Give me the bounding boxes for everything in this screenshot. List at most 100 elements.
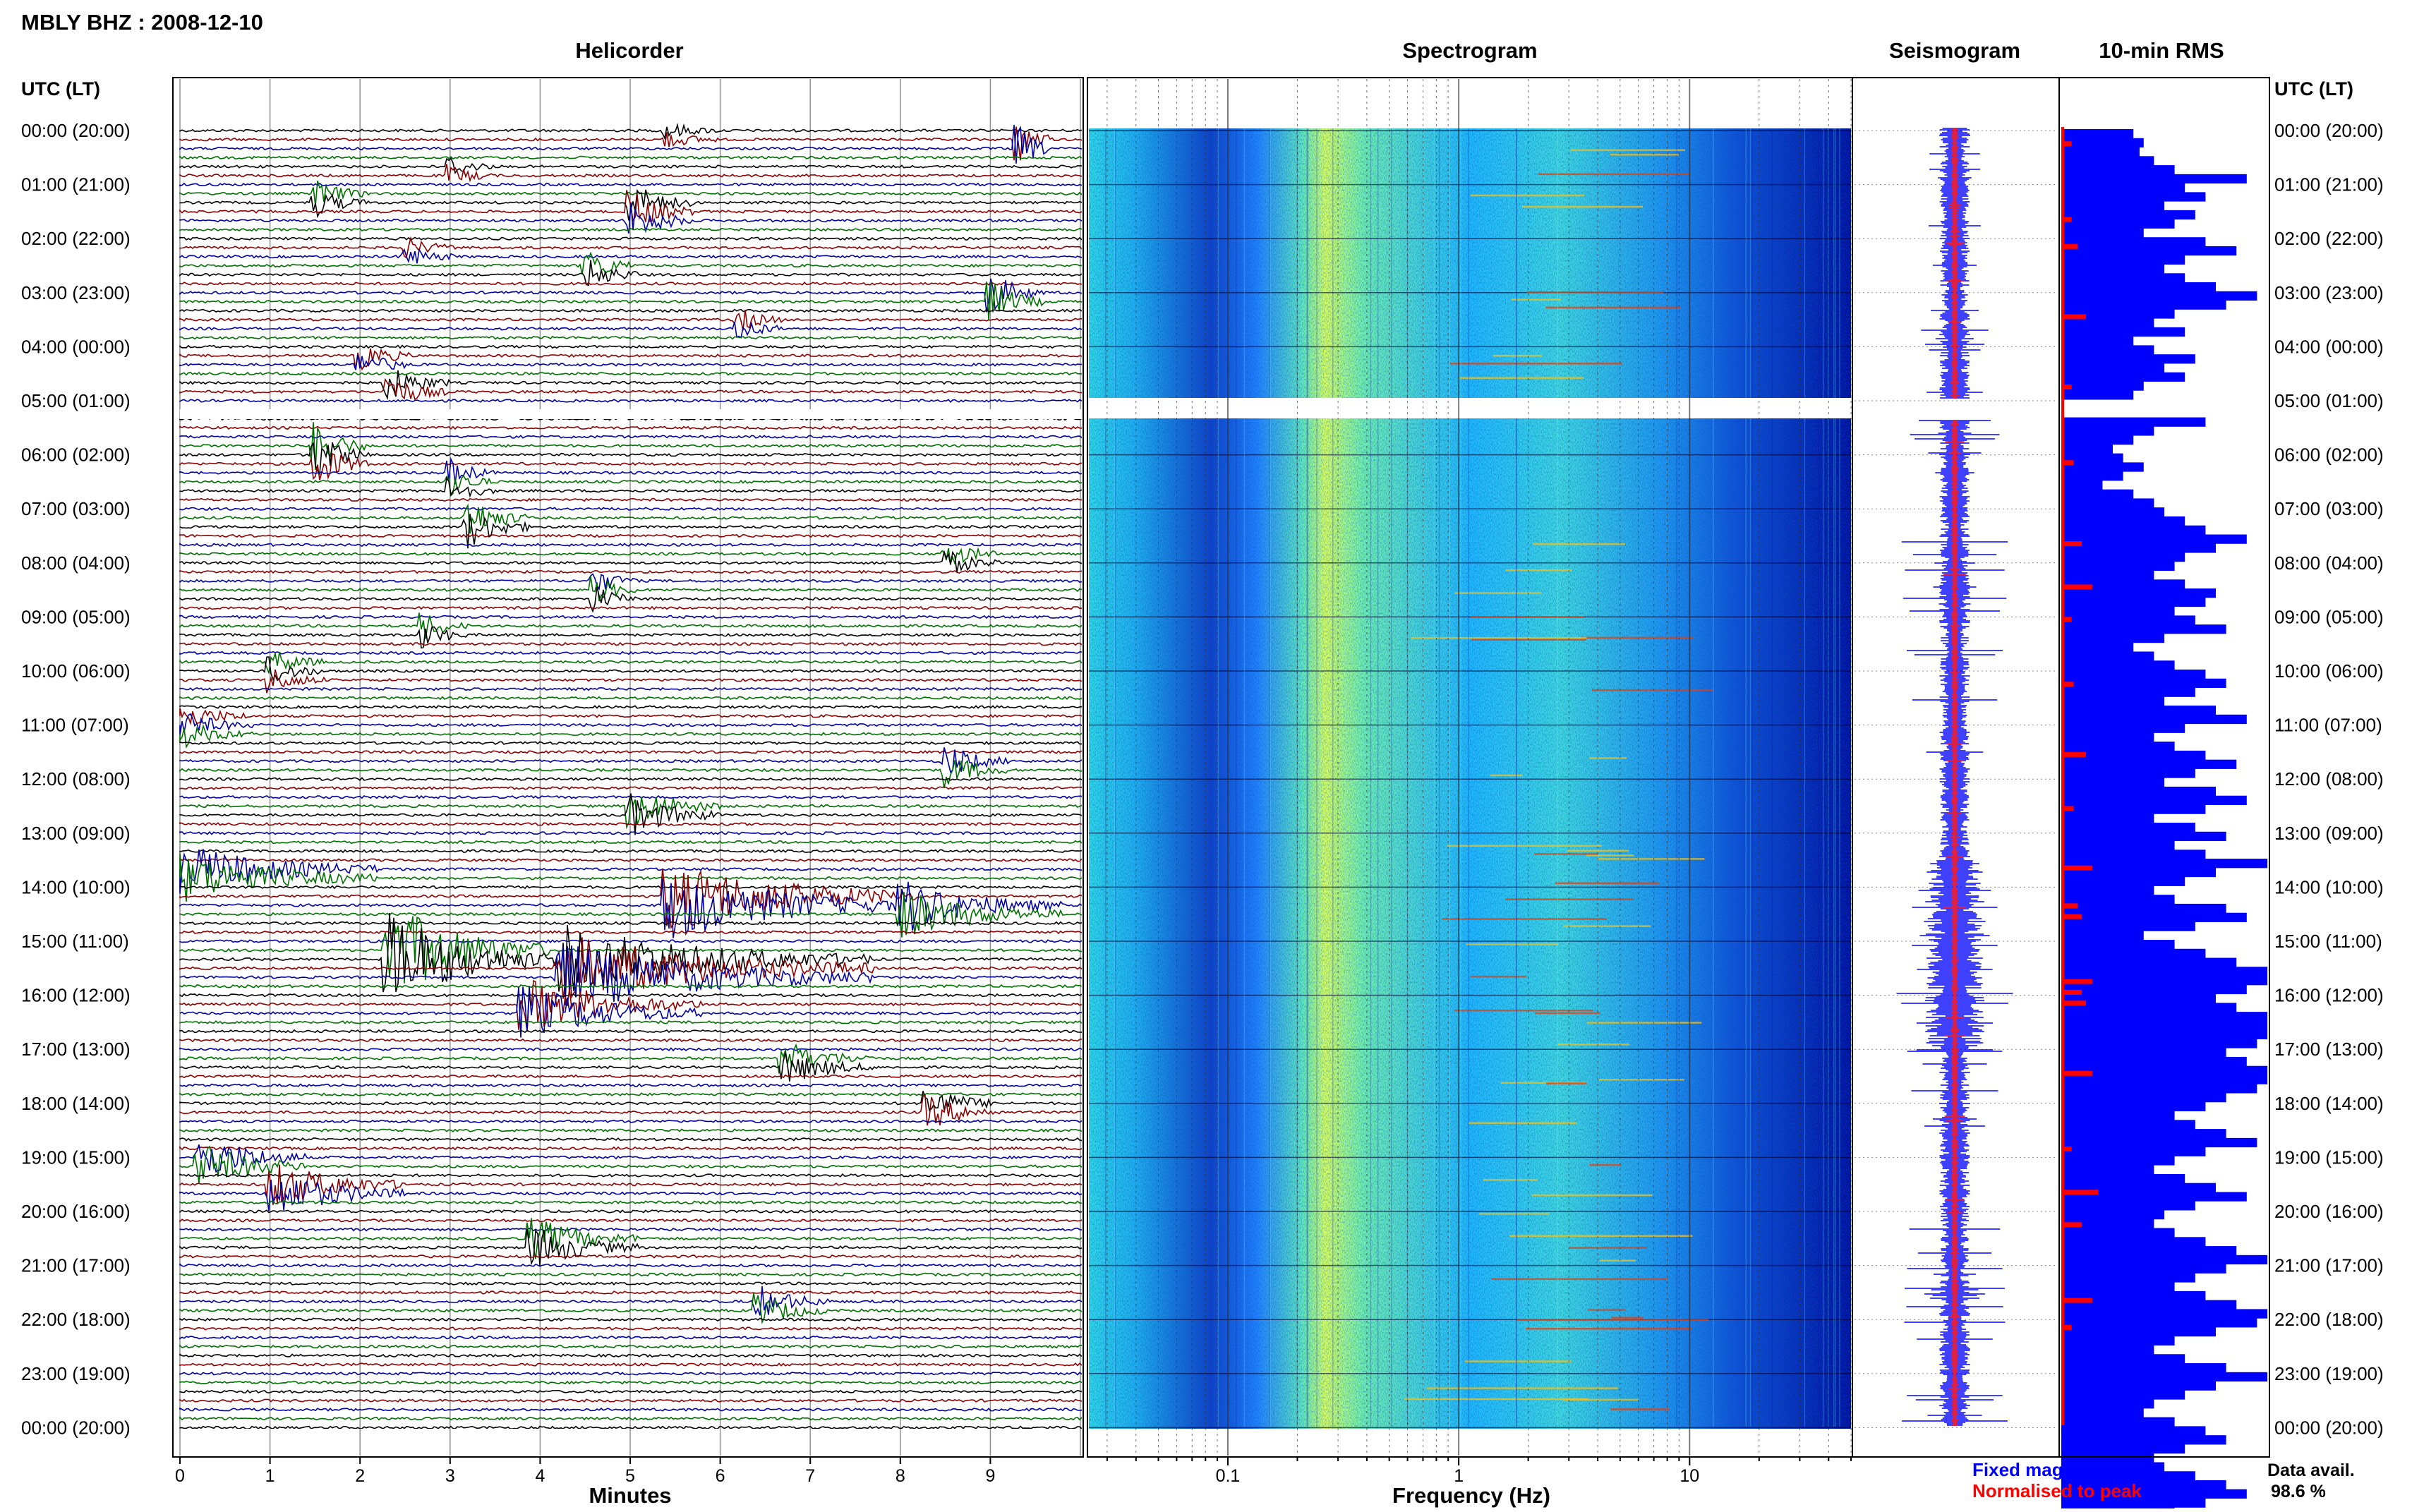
rms-bar: [2061, 1489, 2247, 1499]
rms-bar: [2061, 660, 2175, 670]
rms-bar: [2061, 624, 2226, 634]
time-label-left: 22:00 (18:00): [21, 1309, 131, 1330]
spectrogram-spectral-line: [1588, 1309, 1627, 1311]
helicorder-trace-row: [179, 1317, 1082, 1322]
rms-bar: [2061, 714, 2247, 725]
helicorder-trace-row: [179, 475, 1082, 497]
helicorder-trace-row: [179, 651, 1082, 655]
rms-bar: [2061, 255, 2185, 265]
spectrogram-spectral-line: [1404, 1398, 1588, 1401]
spectrogram-streak: [1316, 128, 1317, 1427]
panel-title-seismogram: Seismogram: [1889, 38, 2020, 63]
rms-bar: [2061, 984, 2247, 995]
rms-frame: [2058, 77, 2270, 1458]
helicorder-trace-row: [179, 278, 1082, 313]
rms-normalised-marker: [2061, 682, 2074, 687]
spectrogram-streak: [1751, 128, 1754, 1427]
spectrogram-data-gap: [1089, 398, 1851, 418]
helicorder-trace-row: [179, 1228, 1082, 1266]
time-label-right: 08:00 (04:00): [2274, 552, 2384, 574]
rms-bar: [2061, 1336, 2175, 1345]
helicorder-trace-row: [179, 1038, 1082, 1043]
rms-bar: [2061, 264, 2164, 274]
rms-bar: [2061, 228, 2144, 238]
helicorder-trace-row: [179, 984, 1082, 988]
spectrogram-streak: [1269, 128, 1271, 1427]
spectrogram-noise-bottom: [1089, 418, 1851, 1429]
helicorder-trace-row: [179, 892, 1082, 938]
spectrogram-streak: [1320, 128, 1321, 1427]
spectrogram-streak: [1236, 128, 1237, 1427]
rms-bar: [2061, 1264, 2226, 1274]
spectrogram-spectral-line: [1589, 757, 1627, 759]
helicorder-trace-row: [179, 497, 1082, 502]
spectrogram-streak: [1828, 128, 1829, 1427]
frequency-tick-label: 10: [1680, 1466, 1699, 1486]
spectrogram-streak: [1370, 128, 1372, 1427]
time-label-right: 00:00 (20:00): [2274, 1417, 2384, 1438]
rms-bar: [2061, 1435, 2226, 1445]
helicorder-trace-row: [179, 939, 1082, 943]
time-label-left: 06:00 (02:00): [21, 444, 131, 466]
helicorder-trace-row: [179, 741, 1082, 746]
rms-bar: [2061, 1065, 2267, 1075]
rms-bar: [2061, 174, 2247, 184]
time-label-right: 21:00 (17:00): [2274, 1255, 2384, 1276]
helicorder-trace-row: [179, 435, 1082, 439]
rms-bar: [2061, 1381, 2216, 1391]
time-label-right: 12:00 (08:00): [2274, 768, 2384, 790]
helicorder-trace-row: [179, 858, 1082, 863]
spectrogram-spectral-line: [1555, 882, 1659, 885]
rms-bar: [2061, 1345, 2154, 1355]
rms-bar: [2061, 156, 2154, 166]
helicorder-trace-row: [179, 849, 1082, 894]
spectrogram-spectral-line: [1511, 298, 1562, 301]
spectrogram-spectral-line: [1442, 918, 1607, 920]
rms-bar: [2061, 723, 2185, 733]
rms-bar: [2061, 1075, 2267, 1084]
time-label-left: 11:00 (07:00): [21, 715, 129, 736]
helicorder-trace-row: [179, 1092, 1082, 1096]
spectrogram-spectral-line: [1591, 689, 1713, 691]
frequency-tick-label: 0.1: [1216, 1466, 1241, 1486]
helicorder-trace-row: [179, 605, 1082, 610]
rms-bar: [2061, 507, 2164, 517]
helicorder-trace-row: [179, 1218, 1082, 1259]
rms-bar: [2061, 859, 2267, 869]
rms-bar: [2061, 129, 2134, 139]
rms-bar: [2061, 363, 2164, 373]
rms-bar: [2061, 543, 2216, 553]
time-label-right: 09:00 (05:00): [2274, 606, 2384, 627]
time-label-left: 07:00 (03:00): [21, 498, 131, 519]
helicorder-trace-row: [179, 708, 1082, 726]
helicorder-trace-row: [179, 157, 1082, 175]
helicorder-trace-row: [179, 930, 1082, 935]
spectrogram-streak: [1296, 128, 1298, 1427]
minutes-tick-label: 2: [355, 1466, 365, 1486]
spectrogram-streak: [1433, 128, 1435, 1427]
time-label-right: 19:00 (15:00): [2274, 1147, 2384, 1168]
helicorder-trace-row: [179, 236, 1082, 259]
rms-bar: [2061, 1290, 2206, 1301]
rms-normalised-marker: [2061, 1070, 2092, 1076]
helicorder-traces: [179, 123, 1082, 1429]
rms-bar: [2061, 678, 2226, 689]
rms-bar: [2061, 1273, 2195, 1283]
helicorder-trace-row: [179, 612, 1082, 639]
spectrogram-spectral-line: [1465, 1360, 1572, 1362]
helicorder-trace-row: [179, 1144, 1082, 1173]
helicorder-trace-row: [179, 747, 1082, 774]
helicorder-trace-row: [179, 853, 1082, 902]
spectrogram-spectral-line: [1586, 1022, 1702, 1024]
helicorder-trace-row: [179, 795, 1082, 830]
rms-bar: [2061, 1056, 2247, 1067]
time-label-right: 22:00 (18:00): [2274, 1309, 2384, 1330]
helicorder-trace-row: [179, 371, 1082, 376]
rms-bar: [2061, 1129, 2226, 1139]
minutes-tick-label: 6: [716, 1466, 725, 1486]
time-label-left: 16:00 (12:00): [21, 985, 131, 1006]
spectrogram-spectral-line: [1610, 154, 1680, 156]
rms-bar: [2061, 309, 2175, 319]
time-label-left: 12:00 (08:00): [21, 768, 131, 790]
rms-bar: [2061, 687, 2195, 697]
